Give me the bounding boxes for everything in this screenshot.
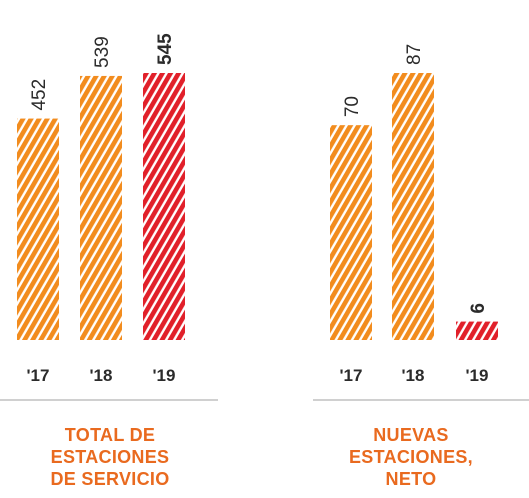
chart-title-line: ESTACIONES, xyxy=(349,447,473,467)
bar xyxy=(143,73,185,340)
data-label: 545 xyxy=(155,33,176,65)
tick-label: '17 xyxy=(27,366,50,385)
bar xyxy=(17,118,59,341)
tick-label: '18 xyxy=(402,366,425,385)
tick-label: '19 xyxy=(466,366,489,385)
chart-title-line: ESTACIONES xyxy=(51,447,170,467)
data-label: 539 xyxy=(92,36,113,68)
chart-title-line: DE SERVICIO xyxy=(51,469,170,489)
tick-label: '19 xyxy=(153,366,176,385)
data-label: 6 xyxy=(468,303,489,314)
chart-title-line: NETO xyxy=(386,469,437,489)
data-label: 452 xyxy=(29,79,50,111)
chart-title-line: TOTAL DE xyxy=(65,425,155,445)
bar xyxy=(392,73,434,340)
tick-label: '17 xyxy=(340,366,363,385)
chart-title-line: NUEVAS xyxy=(373,425,448,445)
bar xyxy=(330,125,372,340)
bar xyxy=(80,75,122,340)
bar xyxy=(456,321,498,340)
data-label: 70 xyxy=(342,96,363,117)
tick-label: '18 xyxy=(90,366,113,385)
data-label: 87 xyxy=(404,44,425,65)
